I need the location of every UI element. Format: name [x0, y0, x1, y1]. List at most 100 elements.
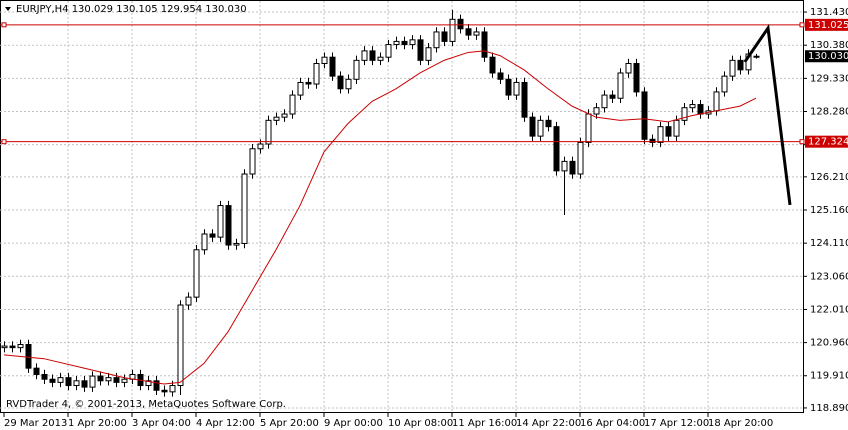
- candle-body: [297, 81, 304, 96]
- candle-body: [9, 345, 16, 349]
- current-price-bg: [805, 50, 848, 63]
- candle-body: [753, 55, 760, 58]
- candle-body: [481, 31, 488, 58]
- candle-body: [441, 31, 448, 42]
- candle-body: [513, 81, 520, 96]
- candle-body: [17, 343, 24, 349]
- candle-body: [473, 31, 480, 36]
- candle-body: [89, 375, 96, 388]
- chart-title: EURJPY,H4 130.029 130.105 129.954 130.03…: [16, 4, 247, 15]
- candle-body: [73, 380, 80, 387]
- menu-triangle[interactable]: [5, 7, 11, 11]
- candle-body: [729, 59, 736, 77]
- candle-body: [681, 107, 688, 121]
- level-handle: [799, 22, 805, 28]
- candle-body: [561, 160, 568, 172]
- candle-body: [721, 75, 728, 93]
- candle-body: [289, 94, 296, 115]
- candle-body: [489, 56, 496, 74]
- candle-body: [521, 81, 528, 118]
- y-tick-label: 119.910: [810, 371, 848, 382]
- candle-body: [593, 107, 600, 115]
- x-tick-label: 5 Apr 20:00: [260, 418, 319, 429]
- level-handle: [1, 139, 7, 145]
- candle-body: [329, 56, 336, 77]
- y-tick-label: 118.890: [810, 403, 848, 414]
- candle-body: [585, 113, 592, 143]
- candle-body: [625, 63, 632, 74]
- candle-body: [537, 119, 544, 137]
- candle-body: [41, 373, 48, 380]
- level-label-bg: [805, 135, 848, 148]
- x-tick-label: 3 Apr 04:00: [132, 418, 191, 429]
- candle-body: [105, 377, 112, 382]
- moving-average: [3, 50, 757, 385]
- candle-body: [161, 389, 168, 393]
- candle-body: [153, 380, 160, 391]
- candle-body: [369, 50, 376, 61]
- candle-body: [609, 94, 616, 99]
- candle-body: [713, 91, 720, 112]
- y-tick-label: 122.010: [810, 304, 848, 315]
- candle-body: [33, 367, 40, 375]
- candle-body: [345, 78, 352, 90]
- candle-body: [313, 63, 320, 85]
- x-tick-label: 1 Apr 20:00: [68, 418, 127, 429]
- plot-frame: [0, 0, 804, 413]
- y-tick-label: 125.160: [810, 205, 848, 216]
- candle-body: [361, 50, 368, 61]
- candle-body: [201, 233, 208, 251]
- candle-body: [377, 56, 384, 61]
- current-price-label: 130.030: [808, 51, 848, 62]
- candle-body: [233, 242, 240, 246]
- candle-body: [529, 116, 536, 137]
- candle-body: [569, 160, 576, 175]
- x-tick-label: 14 Apr 22:00: [516, 418, 581, 429]
- candle-body: [401, 40, 408, 46]
- candle-body: [169, 385, 176, 393]
- candle-body: [409, 39, 416, 46]
- candle-body: [97, 375, 104, 382]
- watermark: RVDTrader 4, © 2001-2013, MetaQuotes Sof…: [6, 399, 286, 410]
- candle-body: [145, 380, 152, 387]
- candle-body: [337, 75, 344, 90]
- candle-body: [241, 173, 248, 244]
- candle-body: [417, 39, 424, 61]
- candle-body: [193, 249, 200, 298]
- x-tick-label: 29 Mar 2013: [4, 418, 67, 429]
- candle-body: [393, 40, 400, 46]
- candle-body: [577, 141, 584, 175]
- y-tick-label: 130.380: [810, 40, 848, 51]
- candle-body: [121, 378, 128, 383]
- candle-body: [601, 94, 608, 109]
- candle-body: [689, 104, 696, 109]
- x-tick-label: 16 Apr 04:00: [580, 418, 645, 429]
- y-tick-label: 131.430: [810, 7, 848, 18]
- candle-body: [1, 345, 8, 349]
- candle-body: [553, 126, 560, 172]
- candle-body: [273, 116, 280, 121]
- level-handle: [1, 22, 7, 28]
- candle-body: [633, 63, 640, 93]
- candle-body: [449, 18, 456, 42]
- candle-body: [81, 380, 88, 388]
- x-tick-label: 18 Apr 20:00: [708, 418, 773, 429]
- y-tick-label: 123.060: [810, 271, 848, 282]
- candle-body: [465, 28, 472, 36]
- candle-body: [185, 296, 192, 306]
- x-tick-label: 17 Apr 12:00: [644, 418, 709, 429]
- candle-body: [281, 113, 288, 118]
- candle-body: [49, 378, 56, 383]
- candle-body: [433, 31, 440, 49]
- candle-body: [497, 72, 504, 80]
- level-handle: [799, 139, 805, 145]
- candle-body: [657, 126, 664, 143]
- candle-body: [249, 148, 256, 175]
- candle-body: [737, 59, 744, 71]
- candle-body: [649, 138, 656, 143]
- candle-body: [217, 205, 224, 238]
- candle-body: [25, 343, 32, 369]
- candle-body: [641, 91, 648, 140]
